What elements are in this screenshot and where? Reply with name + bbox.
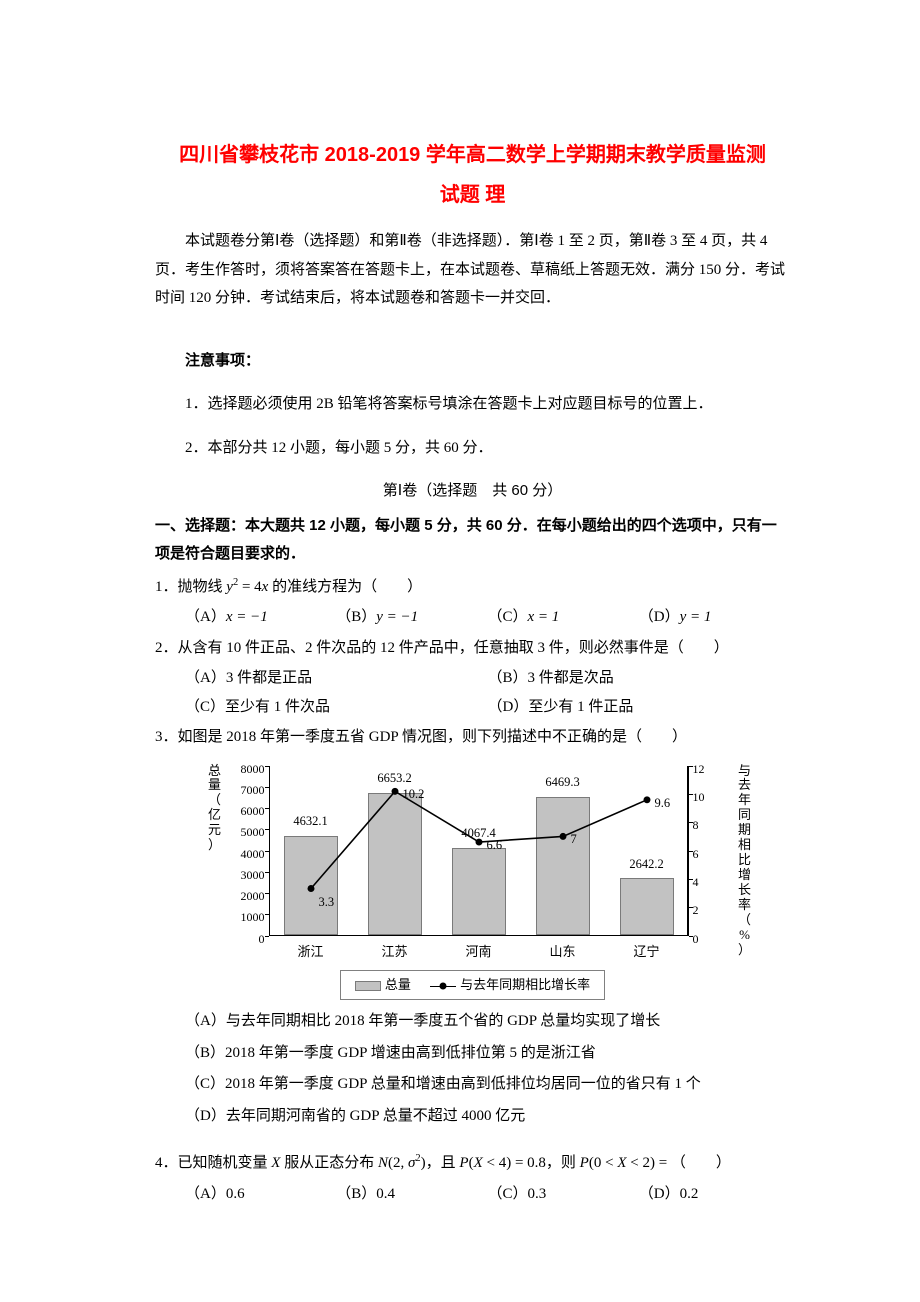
q2-opt-c: （C）至少有 1 件次品 [185, 693, 488, 722]
q3-opt-a: （A）与去年同期相比 2018 年第一季度五个省的 GDP 总量均实现了增长 [155, 1007, 790, 1036]
ytick-left: 5000 [229, 821, 269, 844]
x-category-label: 辽宁 [605, 940, 689, 965]
q4-ask: P(0 < X < 2) = [580, 1155, 671, 1171]
notice-heading: 注意事项： [155, 347, 790, 376]
line-value-label: 6.6 [487, 834, 503, 858]
q1-opt-b: （B）y = −1 [336, 603, 487, 632]
q3-opt-c: （C）2018 年第一季度 GDP 总量和增速由高到低排位均居同一位的省只有 1… [155, 1070, 790, 1099]
q4-opt-d: （D）0.2 [639, 1180, 790, 1209]
q1-opt-a: （A）x = −1 [185, 603, 336, 632]
q2-opt-d: （D）至少有 1 件正品 [488, 693, 791, 722]
bar-col: 2642.2 [605, 766, 689, 935]
q4-opt-b: （B）0.4 [336, 1180, 487, 1209]
ytick-left: 7000 [229, 779, 269, 802]
title-line-1: 四川省攀枝花市 2018-2019 学年高二数学上学期期末教学质量监测 [155, 135, 790, 175]
q1-options: （A）x = −1 （B）y = −1 （C）x = 1 （D）y = 1 [155, 603, 790, 632]
ytick-right: 10 [689, 786, 705, 809]
y-axis-right-label: 与去年同期相比增长率（%） [737, 764, 753, 958]
q1-opt-d: （D）y = 1 [639, 603, 790, 632]
legend-box: 总量 与去年同期相比增长率 [340, 970, 605, 1001]
legend-bar-icon [355, 981, 381, 991]
question-2: 2．从含有 10 件正品、2 件次品的 12 件产品中，任意抽取 3 件，则必然… [155, 634, 790, 663]
bar-value-label: 2642.2 [629, 853, 663, 877]
question-4: 4．已知随机变量 X 服从正态分布 N(2, σ2)，且 P(X < 4) = … [155, 1149, 790, 1178]
bar [536, 797, 590, 934]
q2-options: （A）3 件都是正品 （B）3 件都是次品 （C）至少有 1 件次品 （D）至少… [155, 664, 790, 721]
q2-opt-b: （B）3 件都是次品 [488, 664, 791, 693]
notice-item-2: 2．本部分共 12 小题，每小题 5 分，共 60 分． [155, 434, 790, 463]
q4-opt-c: （C）0.3 [488, 1180, 639, 1209]
line-value-label: 3.3 [319, 891, 335, 915]
section-1-heading: 第Ⅰ卷（选择题 共 60 分） [155, 477, 790, 506]
legend-line-icon [430, 981, 456, 991]
ytick-left: 4000 [229, 843, 269, 866]
line-value-label: 7 [571, 828, 577, 852]
bar [452, 848, 506, 934]
ytick-right: 12 [689, 758, 705, 781]
bar [284, 836, 338, 934]
ytick-left: 3000 [229, 864, 269, 887]
ytick-right: 8 [689, 814, 699, 837]
ytick-left: 0 [229, 928, 269, 951]
ytick-right: 6 [689, 843, 699, 866]
x-category-label: 山东 [521, 940, 605, 965]
q4-cond: P(X < 4) = 0.8 [459, 1155, 546, 1171]
bar-col: 6469.3 [521, 766, 605, 935]
q1-stem-a: 1．抛物线 [155, 579, 226, 595]
x-category-label: 浙江 [269, 940, 353, 965]
exam-page: 四川省攀枝花市 2018-2019 学年高二数学上学期期末教学质量监测 试题 理… [0, 0, 920, 1268]
bar [620, 878, 674, 934]
q2-opt-a: （A）3 件都是正品 [185, 664, 488, 693]
ytick-left: 2000 [229, 885, 269, 908]
bar-value-label: 4632.1 [293, 810, 327, 834]
bar-col: 4067.4 [437, 766, 521, 935]
mc-instructions: 一、选择题：本大题共 12 小题，每小题 5 分，共 60 分．在每小题给出的四… [155, 512, 790, 569]
q1-formula: y2 = 4x [226, 579, 268, 595]
x-category-label: 江苏 [353, 940, 437, 965]
line-value-label: 9.6 [655, 792, 671, 816]
ytick-left: 1000 [229, 906, 269, 929]
x-category-label: 河南 [437, 940, 521, 965]
gdp-chart: 总量（亿元） 与去年同期相比增长率（%） 4632.16653.24067.46… [193, 760, 753, 1005]
legend-line-label: 与去年同期相比增长率 [460, 977, 590, 992]
q4-opt-a: （A）0.6 [185, 1180, 336, 1209]
ytick-left: 6000 [229, 800, 269, 823]
chart-area: 总量（亿元） 与去年同期相比增长率（%） 4632.16653.24067.46… [193, 760, 753, 970]
q4-dist: N(2, σ2) [378, 1155, 426, 1171]
title-line-2: 试题 理 [155, 175, 790, 215]
q1-opt-c: （C）x = 1 [488, 603, 639, 632]
y-axis-left-label: 总量（亿元） [207, 764, 223, 854]
ytick-right: 2 [689, 899, 699, 922]
ytick-right: 4 [689, 871, 699, 894]
legend-bar-label: 总量 [385, 977, 411, 992]
bar-col: 4632.1 [269, 766, 353, 935]
chart-legend: 总量 与去年同期相比增长率 [193, 970, 753, 1005]
question-3: 3．如图是 2018 年第一季度五省 GDP 情况图，则下列描述中不正确的是（ … [155, 723, 790, 752]
question-1: 1．抛物线 y2 = 4x 的准线方程为（ ） [155, 573, 790, 602]
plot-area: 4632.16653.24067.46469.32642.2 010002000… [269, 766, 689, 936]
q1-stem-b: 的准线方程为（ ） [268, 579, 422, 595]
line-value-label: 10.2 [403, 783, 425, 807]
notice-item-1: 1．选择题必须使用 2B 铅笔将答案标号填涂在答题卡上对应题目标号的位置上． [155, 390, 790, 419]
ytick-right: 0 [689, 928, 699, 951]
bar [368, 793, 422, 934]
exam-title: 四川省攀枝花市 2018-2019 学年高二数学上学期期末教学质量监测 试题 理 [155, 135, 790, 215]
q4-options: （A）0.6 （B）0.4 （C）0.3 （D）0.2 [155, 1180, 790, 1209]
bar-value-label: 6469.3 [545, 771, 579, 795]
q3-opt-b: （B）2018 年第一季度 GDP 增速由高到低排位第 5 的是浙江省 [155, 1039, 790, 1068]
ytick-left: 8000 [229, 758, 269, 781]
x-axis-labels: 浙江江苏河南山东辽宁 [269, 940, 689, 965]
q3-opt-d: （D）去年同期河南省的 GDP 总量不超过 4000 亿元 [155, 1102, 790, 1131]
intro-paragraph: 本试题卷分第Ⅰ卷（选择题）和第Ⅱ卷（非选择题）．第Ⅰ卷 1 至 2 页，第Ⅱ卷 … [155, 227, 790, 313]
